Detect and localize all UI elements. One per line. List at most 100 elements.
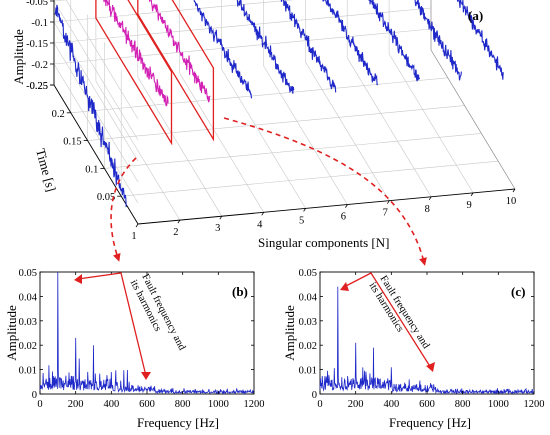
x-tick-label: 400 xyxy=(103,399,119,410)
panel-c-annotation-arrow xyxy=(343,272,432,369)
y-tick-label: 0.05 xyxy=(97,192,115,203)
x-tick-label: 1000 xyxy=(208,399,229,410)
panel-c-arrowhead-right xyxy=(426,362,435,372)
x-tick-mark xyxy=(428,196,432,201)
panel-a-series xyxy=(54,0,504,208)
floor-gridline xyxy=(221,69,306,209)
highlight-box-component-2 xyxy=(95,0,173,146)
floor-gridline xyxy=(346,57,432,197)
x-tick-label: 1200 xyxy=(244,399,265,410)
y-tick-label: 0.01 xyxy=(299,366,317,377)
panel-b-annotation: Fault frequency and its harmonics xyxy=(128,272,188,352)
panel-c-arrowhead-left xyxy=(340,282,349,291)
series-component-5 xyxy=(236,0,295,94)
panel-b-annotation-arrow xyxy=(77,272,147,377)
panel-b-label: (b) xyxy=(232,284,248,299)
series-component-4 xyxy=(193,0,253,99)
series-component-2 xyxy=(103,0,169,107)
x-tick-mark xyxy=(135,223,139,228)
z-tick-label: -0.1 xyxy=(31,18,48,29)
panel-b-arrowhead-right xyxy=(141,372,151,380)
floor-gridline xyxy=(305,61,390,201)
panel-b-spectrum: 0 200 400 600 800 1000 1200 00.010.020.030.040… xyxy=(4,268,265,430)
y-tick-label: 0.1 xyxy=(85,164,98,175)
y-tick-label: 0.02 xyxy=(299,341,317,352)
y-tick-label: 0.05 xyxy=(19,268,37,279)
series-component-7 xyxy=(322,0,379,86)
panel-b-y-ticks: 0 0.01 0.02 0.03 0.04 0.05 xyxy=(19,268,254,401)
y-tick-label: 0.04 xyxy=(299,292,318,303)
x-tick-label: 200 xyxy=(68,399,84,410)
y-tick-label: 0.03 xyxy=(19,317,37,328)
x-tick-label: 1 xyxy=(131,231,136,242)
side-wall-gridline xyxy=(65,0,139,120)
x-tick-label: 8 xyxy=(425,204,430,215)
right-edge-line xyxy=(430,49,516,190)
x-tick-label: 2 xyxy=(173,227,178,238)
panel-a-label: (a) xyxy=(468,8,483,23)
panel-c-x-axis-label: Frequency [Hz] xyxy=(389,415,471,430)
panel-a-z-ticks: 0-0.05-0.1-0.15-0.2-0.25 xyxy=(26,0,54,92)
x-tick-label: 800 xyxy=(455,399,471,410)
x-tick-label: 3 xyxy=(215,223,220,234)
z-tick-label: -0.2 xyxy=(31,60,48,71)
arrow-to-panel-b xyxy=(110,157,137,262)
y-tick-label: 0.02 xyxy=(19,341,37,352)
x-tick-label: 9 xyxy=(466,200,471,211)
x-tick-label: 5 xyxy=(299,215,304,226)
arrow-to-panel-c xyxy=(223,117,427,266)
panel-c-label: (c) xyxy=(511,284,525,299)
panel-a-highlight-boxes xyxy=(95,0,215,146)
x-tick-mark xyxy=(219,215,223,220)
panel-b-arrowhead-left xyxy=(74,274,82,284)
y-tick-label: 0.04 xyxy=(19,292,38,303)
side-wall-gridline xyxy=(53,63,139,204)
floor-gridline xyxy=(388,53,474,194)
panel-a-y-axis-label: Time [s] xyxy=(33,147,59,193)
series-component-10 xyxy=(456,0,504,80)
side-wall-gridline xyxy=(53,0,139,141)
panel-a-x-axis-label: Singular components [N] xyxy=(258,235,389,250)
x-tick-mark xyxy=(345,204,348,208)
x-axis-line xyxy=(137,188,516,225)
x-tick-mark xyxy=(512,188,516,193)
x-tick-label: 400 xyxy=(383,399,399,410)
x-tick-mark xyxy=(303,208,306,212)
floor-gridline xyxy=(104,133,482,169)
x-tick-mark xyxy=(177,219,181,224)
panel-c-spectrum: 0 200 400 600 800 1000 1200 00.010.020.030.040… xyxy=(282,268,545,430)
z-tick-label: -0.05 xyxy=(26,0,48,8)
y-tick-label: 0.15 xyxy=(63,137,81,148)
z-tick-label: -0.15 xyxy=(26,39,48,50)
x-tick-label: 4 xyxy=(257,219,263,230)
panel-a-z-axis-label: Amplitude xyxy=(11,29,26,85)
series-component-3 xyxy=(148,0,211,103)
x-tick-label: 600 xyxy=(139,399,155,410)
panel-c-x-ticks: 0 200 400 600 800 1000 1200 xyxy=(317,272,545,410)
floor-gridline xyxy=(263,65,348,205)
x-tick-mark xyxy=(470,192,474,197)
y-tick-label: 0 xyxy=(312,390,317,401)
x-tick-label: 600 xyxy=(419,399,435,410)
panel-c-annotation: Fault frequency and its harmonics xyxy=(366,274,431,352)
floor-gridline xyxy=(137,77,223,217)
x-tick-label: 7 xyxy=(383,208,388,219)
panel-c-y-axis-label: Amplitude xyxy=(282,305,297,361)
z-tick-label: -0.25 xyxy=(26,81,48,92)
x-tick-label: 1000 xyxy=(488,399,509,410)
series-component-1 xyxy=(54,4,127,208)
y-tick-label: 0.2 xyxy=(52,109,65,120)
back-wall-gridline xyxy=(53,7,432,44)
series-component-9 xyxy=(414,0,462,81)
floor-gridline xyxy=(121,160,499,197)
back-wall-gridline xyxy=(53,0,295,23)
y-tick-label: 0.25 xyxy=(30,81,48,92)
x-tick-label: 200 xyxy=(348,399,364,410)
x-tick-mark xyxy=(261,212,265,216)
back-wall-gridline xyxy=(53,28,432,65)
panel-a-y-ticks: 0.05 0.1 0.15 0.2 0.25 xyxy=(30,81,122,203)
y-tick-label: 0 xyxy=(32,390,37,401)
panel-b-x-axis-label: Frequency [Hz] xyxy=(137,415,219,430)
